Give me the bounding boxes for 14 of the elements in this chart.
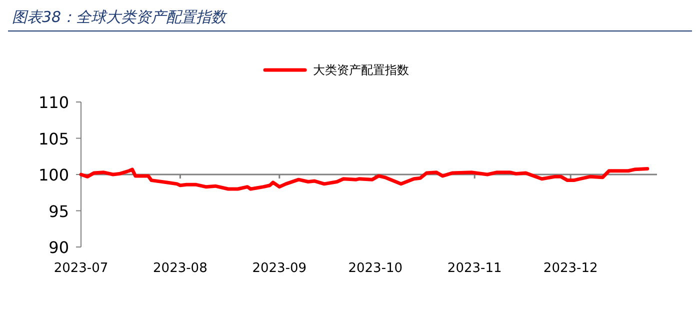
- y-tick-label: 100: [38, 166, 69, 184]
- x-tick-label: 2023-12: [543, 261, 598, 276]
- x-tick-label: 2023-10: [348, 261, 403, 276]
- x-tick-label: 2023-08: [153, 261, 208, 276]
- chart-title: 图表38：全球大类资产配置指数: [12, 8, 228, 26]
- y-tick-label: 95: [48, 202, 69, 221]
- line-series: [79, 166, 650, 191]
- y-tick-label: 105: [38, 129, 69, 148]
- x-tick-label: 2023-09: [252, 261, 307, 276]
- y-tick-label: 90: [48, 238, 69, 257]
- x-tick-label: 2023-07: [54, 261, 108, 276]
- y-tick-label: 110: [38, 93, 69, 112]
- legend-label: 大类资产配置指数: [313, 63, 409, 77]
- x-tick-label: 2023-11: [447, 261, 502, 276]
